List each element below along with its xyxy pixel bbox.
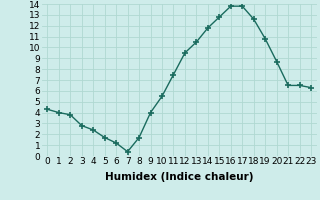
X-axis label: Humidex (Indice chaleur): Humidex (Indice chaleur) [105,172,253,182]
